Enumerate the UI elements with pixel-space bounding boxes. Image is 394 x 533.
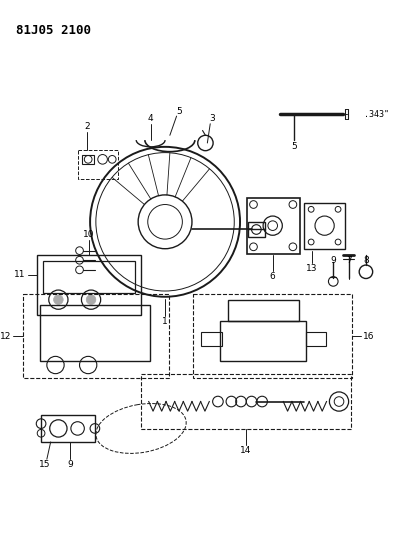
Bar xyxy=(23,294,169,378)
Bar xyxy=(37,255,141,315)
Bar xyxy=(248,222,265,237)
Circle shape xyxy=(54,295,63,304)
Text: 14: 14 xyxy=(240,446,251,455)
Bar xyxy=(307,333,325,346)
Bar xyxy=(193,294,351,378)
Bar xyxy=(43,261,135,293)
Text: 9: 9 xyxy=(67,461,73,470)
Bar xyxy=(141,374,351,430)
Bar xyxy=(247,198,299,254)
Text: 15: 15 xyxy=(39,461,51,470)
Bar xyxy=(82,155,94,164)
Text: 5: 5 xyxy=(177,107,182,116)
Text: 11: 11 xyxy=(14,270,26,279)
Bar xyxy=(305,203,345,249)
Text: 5: 5 xyxy=(291,142,297,151)
Text: 10: 10 xyxy=(84,230,95,239)
Text: 6: 6 xyxy=(270,272,275,281)
Text: 9: 9 xyxy=(331,256,336,265)
Bar xyxy=(201,333,222,346)
Text: 2: 2 xyxy=(84,122,90,131)
Text: 16: 16 xyxy=(363,332,375,341)
Text: 1: 1 xyxy=(162,317,168,326)
Text: 3: 3 xyxy=(209,114,215,123)
Bar xyxy=(41,415,95,442)
Text: .343": .343" xyxy=(364,110,389,119)
Text: 4: 4 xyxy=(148,114,153,123)
Text: 8: 8 xyxy=(363,256,369,265)
Circle shape xyxy=(86,295,96,304)
Text: 81J05 2100: 81J05 2100 xyxy=(16,24,91,37)
Bar xyxy=(220,321,307,361)
Text: 12: 12 xyxy=(0,332,11,341)
Bar xyxy=(78,150,118,179)
Text: 13: 13 xyxy=(307,264,318,273)
Bar xyxy=(227,300,299,321)
Text: 7: 7 xyxy=(346,256,351,265)
Bar xyxy=(40,305,150,361)
